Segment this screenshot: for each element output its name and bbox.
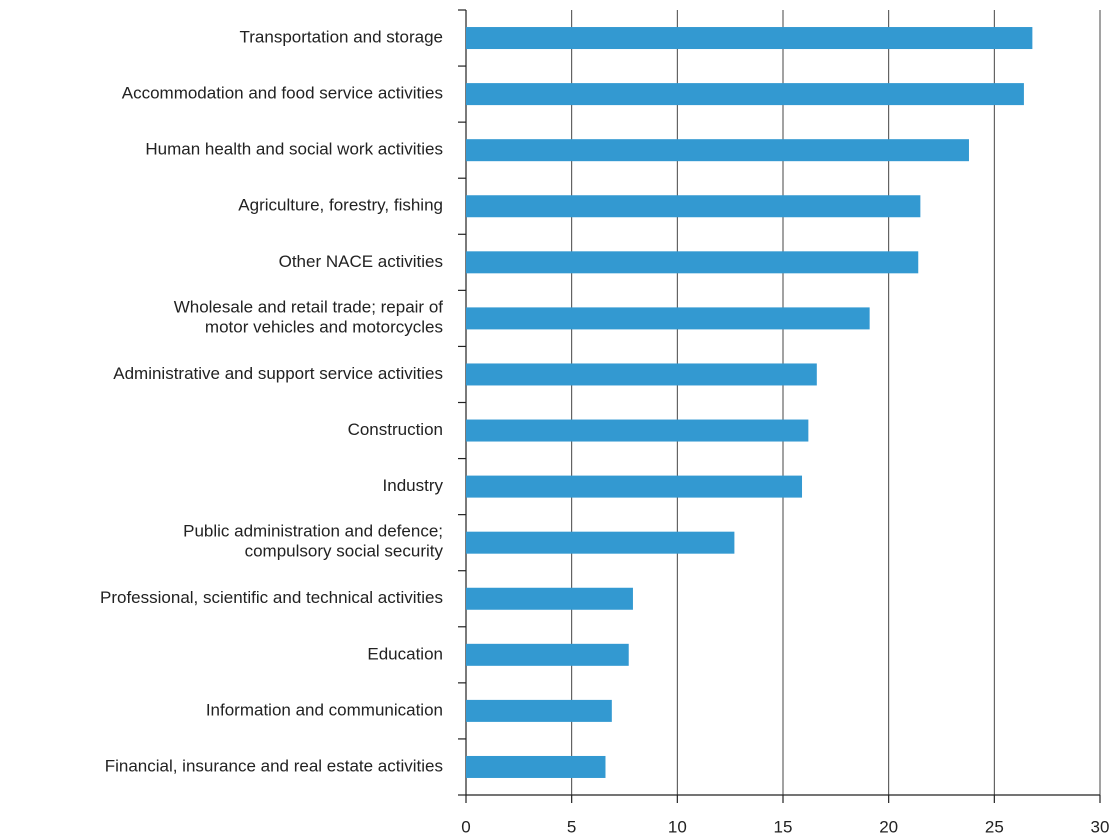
bar	[466, 419, 809, 442]
bar	[466, 755, 606, 778]
x-tick-label: 25	[985, 817, 1004, 836]
x-tick-label: 10	[668, 817, 687, 836]
y-tick-label: Education	[367, 644, 443, 663]
bar	[466, 475, 803, 498]
x-tick-label: 20	[879, 817, 898, 836]
x-tick-label: 15	[774, 817, 793, 836]
bar	[466, 139, 969, 162]
y-tick-label: Agriculture, forestry, fishing	[238, 196, 443, 215]
y-tick-label: Public administration and defence; compul…	[183, 522, 443, 561]
x-tick-label: 0	[461, 817, 470, 836]
y-tick-label: Transportation and storage	[240, 28, 444, 47]
bar	[466, 195, 921, 218]
bar	[466, 83, 1024, 106]
y-tick-label: Accommodation and food service activitie…	[122, 84, 443, 103]
x-tick-label: 5	[567, 817, 576, 836]
bar	[466, 251, 919, 274]
bar	[466, 307, 870, 330]
y-tick-label: Financial, insurance and real estate act…	[105, 756, 443, 775]
y-tick-label: Information and communication	[206, 700, 443, 719]
bar	[466, 643, 629, 666]
y-tick-label: Other NACE activities	[279, 252, 443, 271]
bar	[466, 699, 612, 722]
x-tick-label: 30	[1091, 817, 1110, 836]
y-tick-label: Human health and social work activities	[145, 140, 443, 159]
bar	[466, 363, 817, 386]
y-tick-label: Wholesale and retail trade; repair of mot…	[174, 298, 444, 337]
y-tick-label: Professional, scientific and technical a…	[100, 588, 443, 607]
y-tick-label: Administrative and support service activ…	[113, 364, 443, 383]
y-tick-label: Construction	[348, 420, 443, 439]
bar	[466, 531, 735, 554]
bar	[466, 27, 1033, 50]
y-tick-label: Industry	[383, 476, 444, 495]
bar	[466, 587, 633, 610]
